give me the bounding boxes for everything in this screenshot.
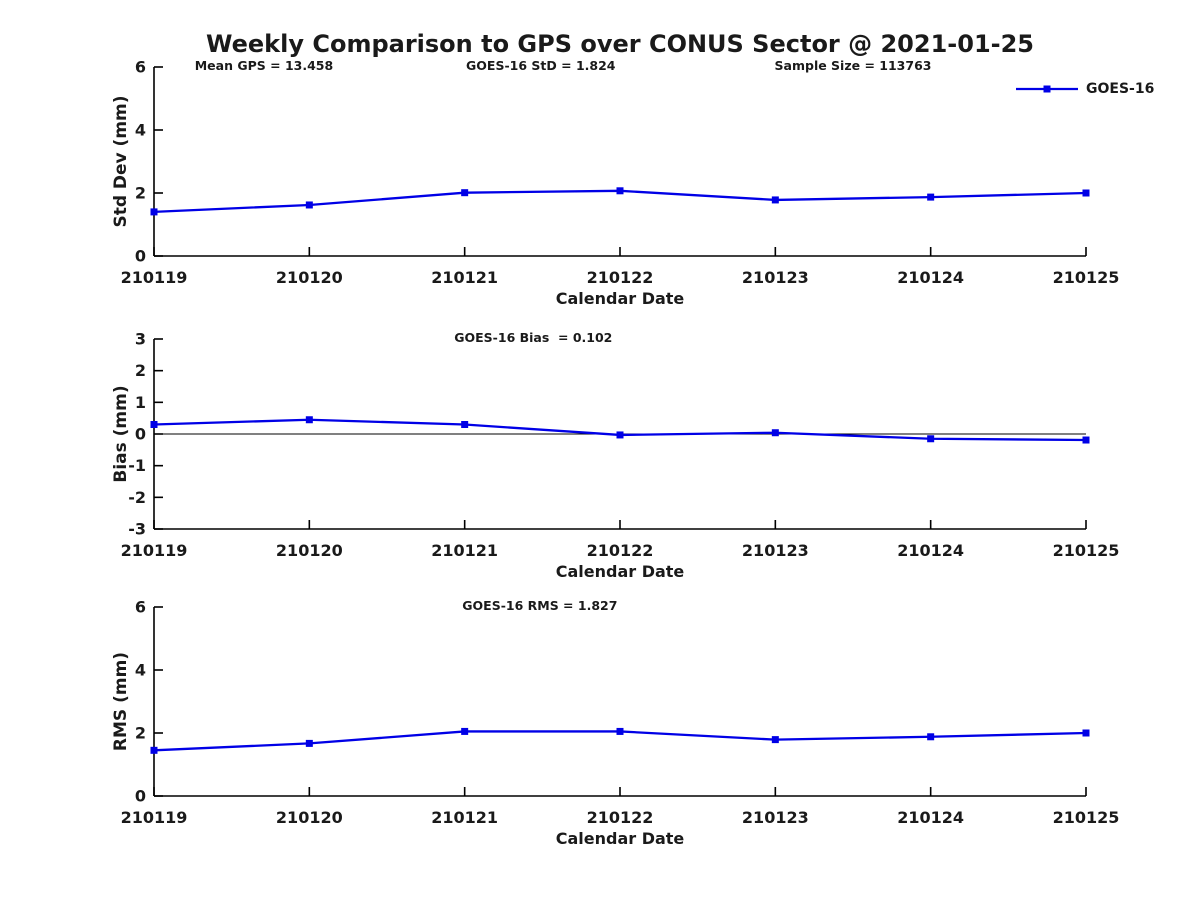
data-point-marker <box>616 727 624 735</box>
y-tick-label: 0 <box>135 247 146 266</box>
legend-label: GOES-16 <box>1086 81 1154 97</box>
data-point-marker <box>1082 729 1090 737</box>
data-point-marker <box>150 421 158 428</box>
y-tick-label: 2 <box>135 724 146 743</box>
data-point-marker <box>461 189 469 197</box>
data-point-marker <box>927 193 935 201</box>
x-tick-label: 210125 <box>1053 808 1120 827</box>
data-point-marker <box>771 196 779 204</box>
x-tick-label: 210122 <box>587 268 654 287</box>
y-tick-label: 1 <box>135 393 146 412</box>
y-tick-label: -2 <box>128 488 146 507</box>
y-tick-label: 2 <box>135 361 146 380</box>
chart-rms: 210119 210120 210121 210122 210123 210124 2101… <box>111 598 1119 849</box>
annotation-text: GOES-16 RMS = 1.827 <box>462 598 617 613</box>
y-tick-label: 6 <box>135 598 146 617</box>
data-point-marker <box>150 746 158 754</box>
data-point-marker <box>305 201 313 209</box>
y-tick-label: -3 <box>128 520 146 539</box>
legend: GOES-16 <box>1016 81 1154 97</box>
x-tick-label: 210119 <box>121 268 188 287</box>
data-point-marker <box>1082 189 1090 197</box>
y-tick-label: 4 <box>135 121 146 140</box>
data-point-marker <box>616 187 624 195</box>
legend-marker-sample <box>1043 85 1051 93</box>
figure-title: Weekly Comparison to GPS over CONUS Sect… <box>206 30 1034 58</box>
data-point-marker <box>150 208 158 216</box>
x-tick-label: 210124 <box>897 268 964 287</box>
x-tick-label: 210120 <box>276 268 343 287</box>
data-point-marker <box>616 431 624 439</box>
x-axis-title: Calendar Date <box>556 562 685 581</box>
y-tick-label: 0 <box>135 787 146 806</box>
x-tick-label: 210125 <box>1053 541 1120 560</box>
x-tick-label: 210121 <box>431 268 498 287</box>
annotation-text: Mean GPS = 13.458 <box>195 58 333 73</box>
x-tick-label: 210124 <box>897 808 964 827</box>
y-axis-title: RMS (mm) <box>111 652 131 751</box>
annotation-text: GOES-16 StD = 1.824 <box>466 58 616 73</box>
data-point-marker <box>461 727 469 735</box>
annotation-text: Sample Size = 113763 <box>775 58 932 73</box>
x-tick-label: 210122 <box>587 541 654 560</box>
data-point-marker <box>927 733 935 741</box>
data-point-marker <box>305 416 313 424</box>
y-tick-label: 4 <box>135 661 146 680</box>
data-point-marker <box>461 421 469 428</box>
x-axis-title: Calendar Date <box>556 829 685 848</box>
chart-std-dev: 210119 210120 210121 210122 210123 210124 2101… <box>111 58 1154 309</box>
x-tick-label: 210123 <box>742 541 809 560</box>
x-tick-label: 210123 <box>742 268 809 287</box>
y-tick-label: 3 <box>135 330 146 349</box>
x-tick-label: 210121 <box>431 541 498 560</box>
x-tick-label: 210119 <box>121 808 188 827</box>
x-tick-label: 210123 <box>742 808 809 827</box>
data-point-marker <box>305 739 313 747</box>
annotation-text: GOES-16 Bias = 0.102 <box>454 330 612 345</box>
x-tick-label: 210119 <box>121 541 188 560</box>
y-tick-label: 0 <box>135 425 146 444</box>
y-axis-title: Std Dev (mm) <box>111 95 131 227</box>
data-point-marker <box>1082 436 1090 444</box>
x-tick-label: 210120 <box>276 808 343 827</box>
x-axis-title: Calendar Date <box>556 289 685 308</box>
x-tick-label: 210120 <box>276 541 343 560</box>
y-axis-title: Bias (mm) <box>111 385 131 482</box>
data-point-marker <box>927 435 935 443</box>
chart-bias: 210119 210120 210121 210122 210123 210124 2101… <box>111 330 1119 582</box>
data-point-marker <box>771 736 779 744</box>
y-tick-label: 6 <box>135 58 146 77</box>
y-tick-label: -1 <box>128 456 146 475</box>
x-tick-label: 210125 <box>1053 268 1120 287</box>
x-tick-label: 210121 <box>431 808 498 827</box>
x-tick-label: 210124 <box>897 541 964 560</box>
data-point-marker <box>771 429 779 437</box>
x-tick-label: 210122 <box>587 808 654 827</box>
y-tick-label: 2 <box>135 184 146 203</box>
